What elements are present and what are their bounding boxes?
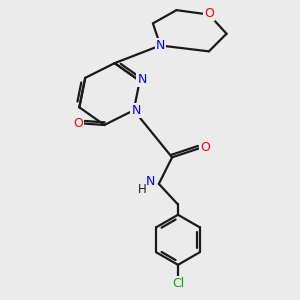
- Text: O: O: [204, 7, 214, 20]
- Text: O: O: [73, 117, 83, 130]
- Text: H: H: [137, 183, 146, 196]
- Text: O: O: [200, 141, 210, 154]
- Text: N: N: [146, 175, 155, 188]
- Text: N: N: [137, 73, 147, 86]
- Text: Cl: Cl: [172, 278, 184, 290]
- Text: N: N: [131, 104, 141, 117]
- Text: N: N: [156, 39, 165, 52]
